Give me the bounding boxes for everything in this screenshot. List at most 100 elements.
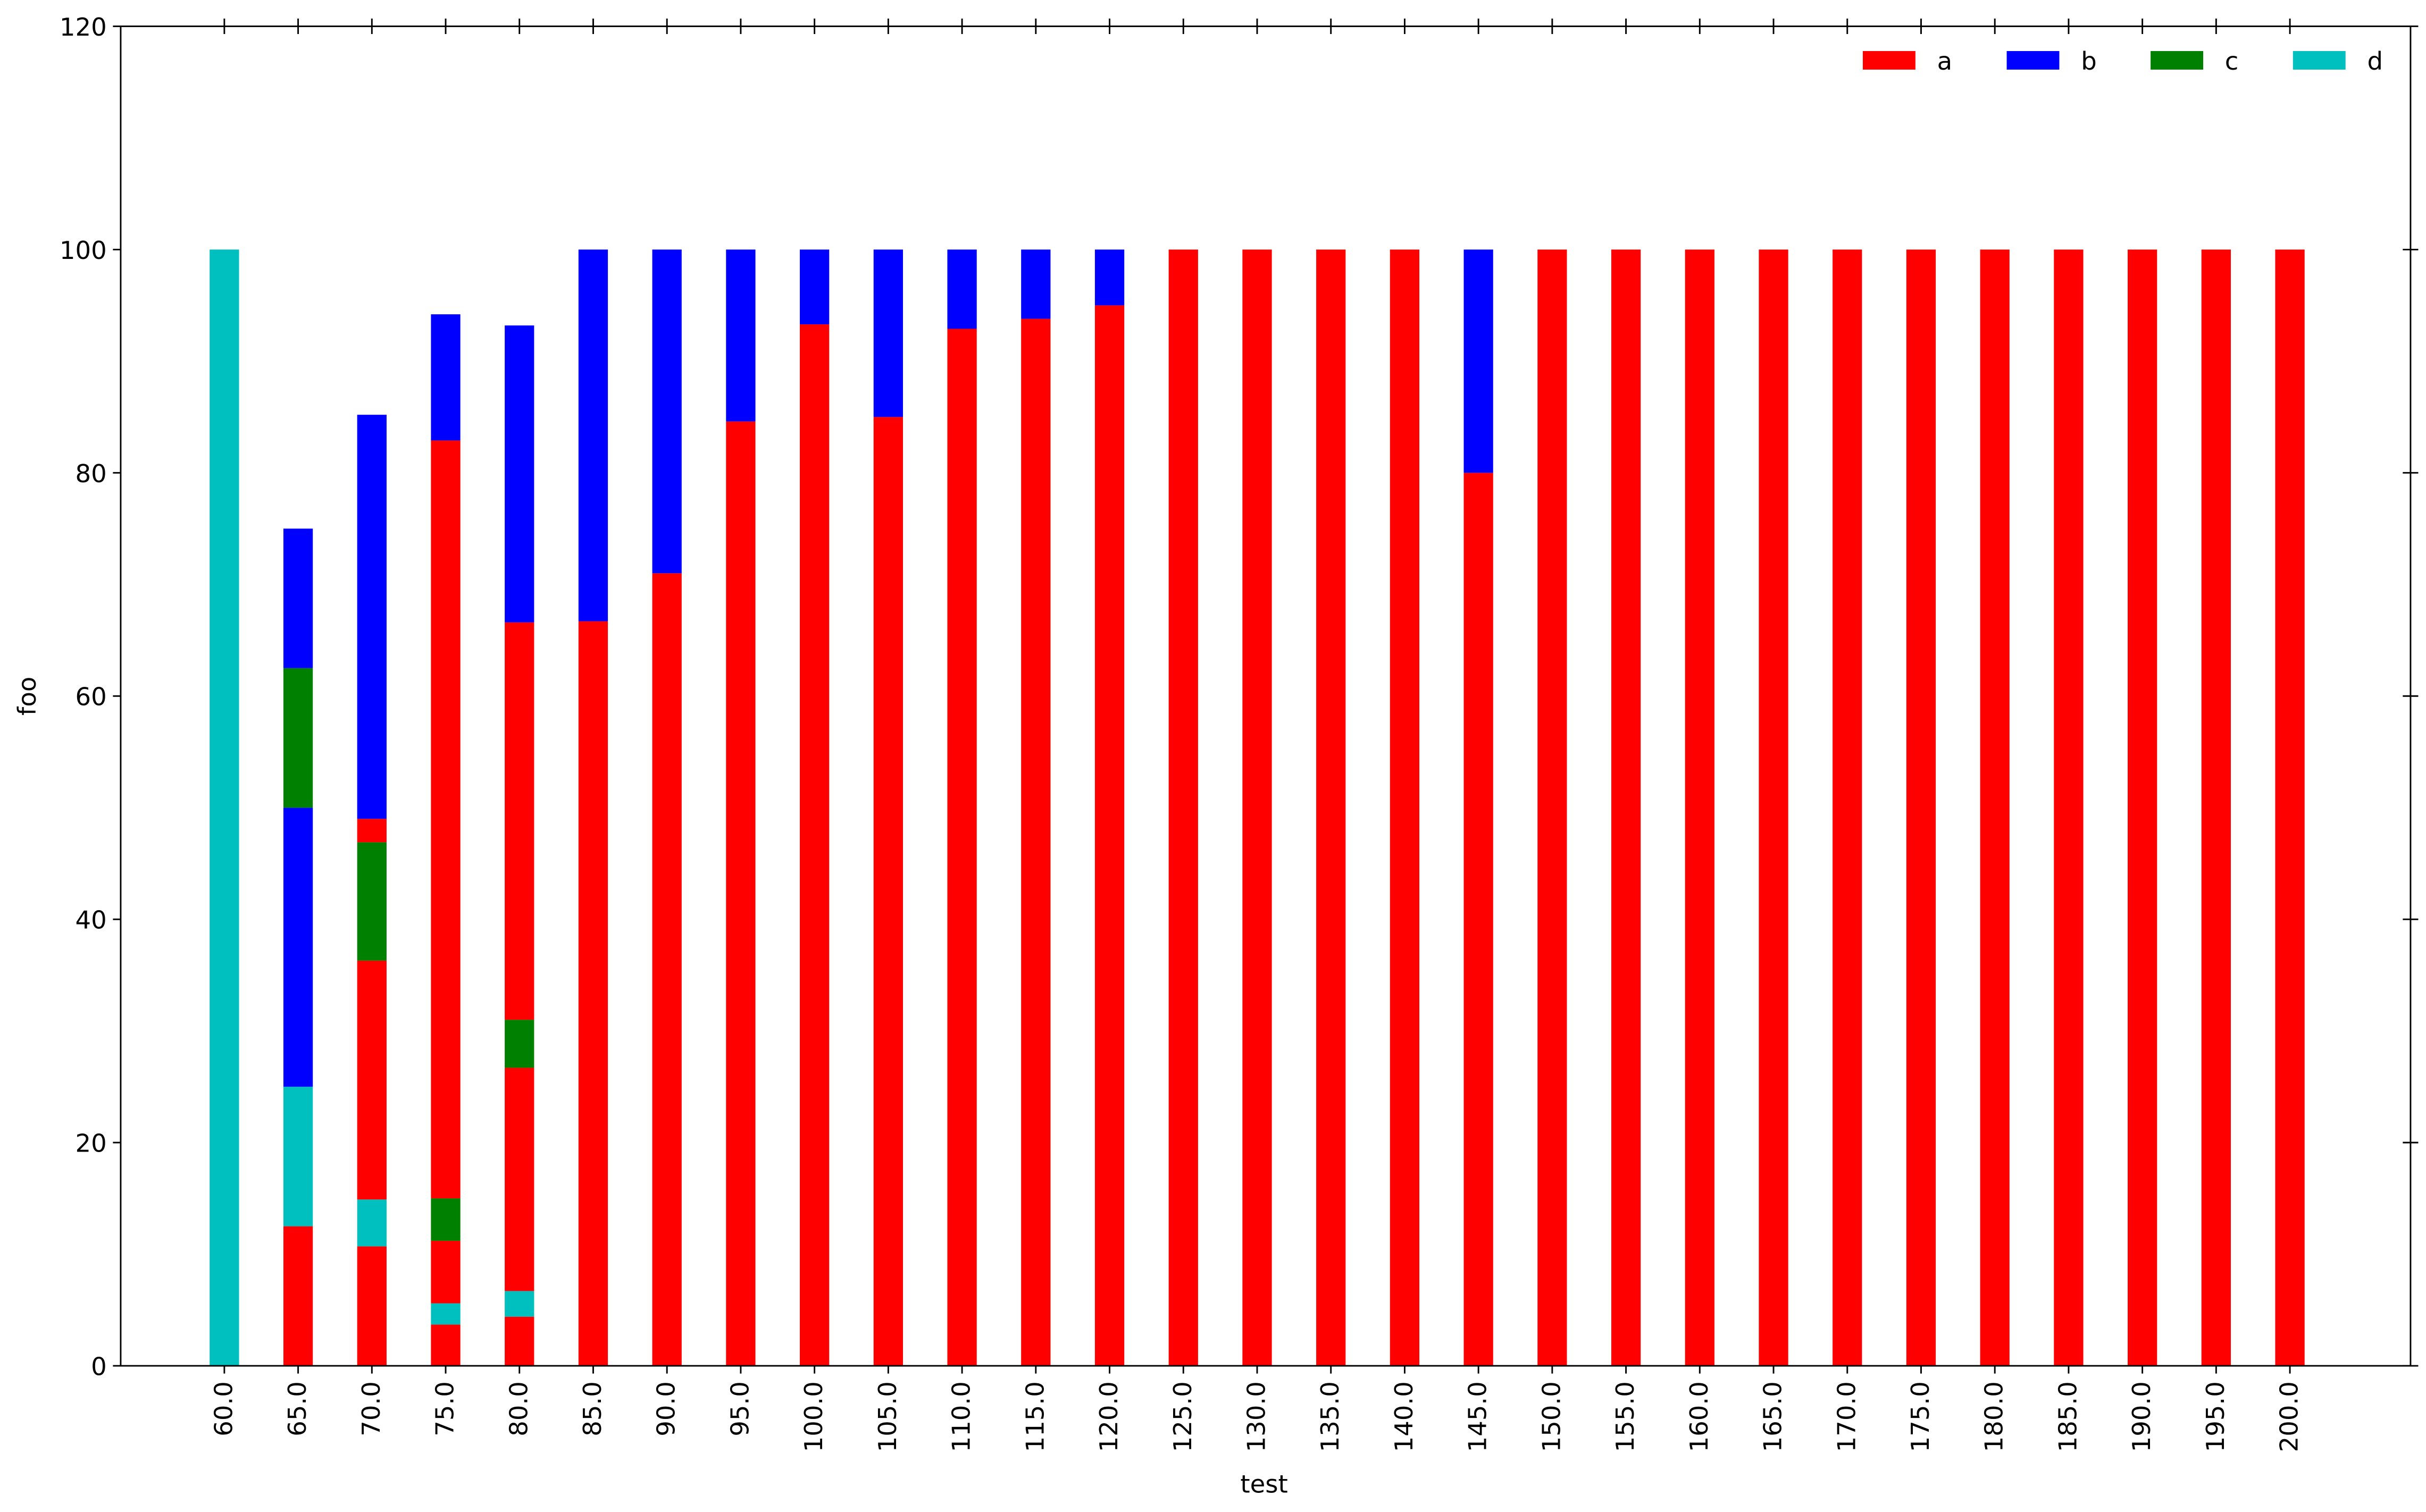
x-tick-label: 105.0 [873,1381,902,1452]
bar-segment [1168,249,1198,1366]
bar-segment [800,249,830,325]
bar-segment [1463,473,1493,1366]
bar-segment [1537,249,1567,1366]
x-tick-label: 115.0 [1020,1381,1049,1452]
x-tick-label: 125.0 [1168,1381,1197,1452]
bar-segment [1980,249,2010,1366]
x-tick-label: 190.0 [2127,1381,2156,1452]
bar-segment [283,668,313,808]
bar-segment [431,1198,461,1241]
x-tick-label: 180.0 [1980,1381,2009,1452]
bar-segment [357,1246,387,1366]
x-tick-label: 120.0 [1094,1381,1123,1452]
bar-segment [1833,249,1862,1366]
x-tick-label: 200.0 [2275,1381,2304,1452]
bar-segment [726,421,756,1366]
bar-segment [357,1199,387,1247]
y-tick-label: 60 [76,683,107,711]
bar-segment [1094,305,1125,1366]
bar-segment [873,417,904,1366]
bar-segment [357,819,387,843]
x-axis-label: test [1240,1470,1287,1499]
legend-label: d [2367,47,2383,75]
bar-segment [505,622,534,1020]
y-tick-label: 100 [60,236,107,265]
x-tick-label: 145.0 [1463,1381,1492,1452]
bar-segment [1463,249,1493,473]
x-tick-label: 130.0 [1242,1381,1271,1452]
bar-segment [1685,249,1714,1366]
x-tick-label: 135.0 [1316,1381,1344,1452]
bar-segment [505,1068,534,1291]
x-tick-label: 195.0 [2201,1381,2230,1452]
bar-segment [357,960,387,1200]
bar-segment [431,1240,461,1304]
x-tick-label: 90.0 [652,1381,681,1437]
x-tick-label: 155.0 [1611,1381,1639,1452]
x-tick-label: 185.0 [2053,1381,2082,1452]
bar-segment [1094,249,1125,306]
bar-segment [431,1324,461,1366]
bar-segment [1759,249,1788,1366]
bar-segment [800,324,830,1366]
legend-label: c [2225,47,2239,75]
x-tick-label: 150.0 [1537,1381,1566,1452]
legend-label: b [2081,47,2097,75]
bar-segment [2128,249,2157,1366]
bar-segment [1242,249,1272,1366]
bar-segment [1021,249,1051,319]
bar-segment [210,249,239,1366]
bar-segment [2275,249,2305,1366]
bar-segment [431,1303,461,1325]
bar-segment [2201,249,2231,1366]
bar-segment [652,573,682,1366]
bar-segment [2054,249,2084,1366]
bar-segment [431,440,461,1199]
bar-segment [1390,249,1420,1366]
legend-swatch [1862,51,1915,70]
y-tick-label: 0 [91,1353,107,1381]
y-tick-label: 120 [60,13,107,41]
bar-segment [505,1316,534,1366]
legend-swatch [2293,51,2346,70]
x-tick-label: 85.0 [578,1381,607,1437]
legend-swatch [2151,51,2204,70]
bar-segment [1316,249,1346,1366]
x-tick-label: 100.0 [799,1381,828,1452]
x-tick-label: 165.0 [1759,1381,1787,1452]
x-tick-label: 75.0 [431,1381,459,1437]
y-axis-label: foo [13,677,41,716]
bar-segment [505,325,534,623]
y-tick-label: 40 [76,906,107,935]
x-tick-label: 60.0 [209,1381,238,1437]
bar-segment [505,1291,534,1317]
bar-segment [357,415,387,819]
x-tick-label: 110.0 [947,1381,976,1452]
bar-segment [431,314,461,441]
bar-segment [505,1020,534,1068]
bar-segment [357,842,387,961]
bar-segment [283,1226,313,1366]
x-tick-label: 80.0 [504,1381,533,1437]
bar-segment [1611,249,1641,1366]
x-tick-label: 170.0 [1832,1381,1861,1452]
bar-segment [726,249,756,422]
x-tick-label: 65.0 [283,1381,312,1437]
bar-segment [578,621,608,1366]
bar-segment [1021,318,1051,1366]
bar-segment [578,249,608,621]
x-tick-label: 160.0 [1685,1381,1713,1452]
bar-segment [873,249,904,417]
x-tick-label: 175.0 [1906,1381,1935,1452]
bar-segment [652,249,682,574]
x-tick-label: 95.0 [725,1381,754,1437]
y-tick-label: 80 [76,459,107,488]
legend-swatch [2006,51,2060,70]
legend-label: a [1937,47,1953,75]
bar-segment [947,249,977,329]
x-tick-label: 70.0 [357,1381,386,1437]
bar-segment [947,329,977,1366]
bar-segment [283,528,313,668]
